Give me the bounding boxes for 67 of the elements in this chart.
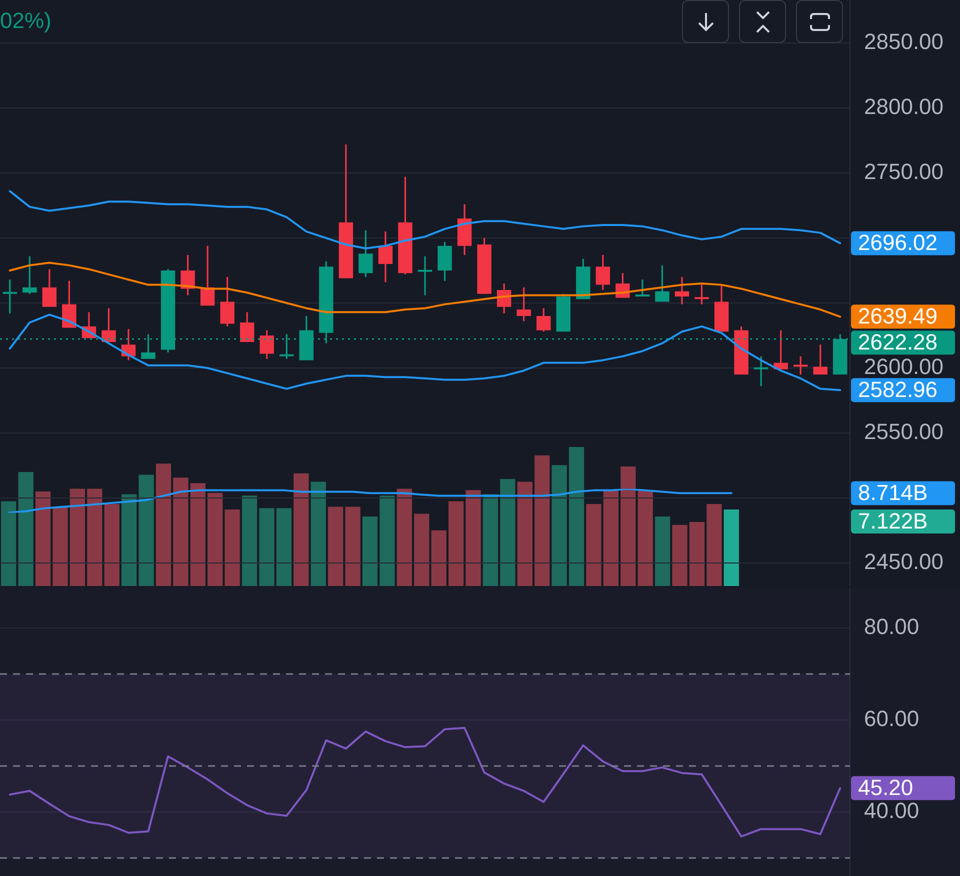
bar xyxy=(466,490,481,586)
bar xyxy=(104,504,120,586)
candlestick xyxy=(358,229,373,278)
bar xyxy=(52,506,68,586)
bar xyxy=(552,465,567,586)
bar xyxy=(654,516,670,586)
y-tick-label: 2850.00 xyxy=(864,29,944,54)
bar xyxy=(1,501,16,586)
bar xyxy=(448,501,464,586)
y-tick-label: 60.00 xyxy=(864,706,920,732)
bar xyxy=(396,488,412,586)
bar xyxy=(586,504,602,586)
y-tick-label: 2550.00 xyxy=(864,419,944,444)
bar xyxy=(534,455,550,586)
bar xyxy=(638,490,653,586)
y-tick-label: 2750.00 xyxy=(864,159,944,184)
y-tick-label: 2600.00 xyxy=(864,354,944,380)
bar xyxy=(380,496,395,586)
candlestick xyxy=(477,237,492,295)
candlestick xyxy=(438,241,452,282)
bar xyxy=(328,506,344,586)
bar xyxy=(672,524,688,586)
candlestick xyxy=(220,276,234,328)
bar xyxy=(173,478,188,586)
bar xyxy=(35,491,51,586)
bar xyxy=(156,464,172,586)
bar xyxy=(294,473,309,586)
bar xyxy=(122,494,137,586)
bar xyxy=(500,478,516,586)
bar xyxy=(689,522,705,586)
candlestick xyxy=(516,286,531,322)
candlestick xyxy=(694,284,709,306)
bar xyxy=(482,494,498,586)
data-label: 45.20 xyxy=(858,775,914,800)
bar xyxy=(224,510,240,586)
y-tick-label: 80.00 xyxy=(864,614,920,640)
bar xyxy=(345,506,360,586)
bar xyxy=(517,482,532,586)
data-label: 2696.02 xyxy=(858,230,938,256)
bar xyxy=(362,516,378,586)
bar xyxy=(259,508,274,586)
bar xyxy=(138,474,154,586)
bar xyxy=(87,488,102,586)
bar xyxy=(620,466,636,586)
candlestick xyxy=(813,344,828,376)
y-tick-label: 2450.00 xyxy=(864,549,944,574)
data-label: 2639.49 xyxy=(858,304,938,329)
bar xyxy=(724,510,739,586)
bar xyxy=(568,447,584,586)
text: 8.714B xyxy=(858,480,928,505)
bar xyxy=(603,490,619,586)
ref-line-label: 2622.28 xyxy=(858,330,938,355)
y-tick-label: 40.00 xyxy=(864,798,920,824)
bar xyxy=(18,472,34,586)
bar xyxy=(190,483,206,586)
bar xyxy=(310,482,326,586)
annotation: 02%) xyxy=(0,8,52,34)
bar xyxy=(208,492,223,586)
bar xyxy=(276,508,292,586)
bar xyxy=(414,514,430,586)
bar xyxy=(70,488,86,586)
data-label: 2582.96 xyxy=(858,377,938,402)
text: 7.122B xyxy=(858,508,928,534)
y-tick-label: 2800.00 xyxy=(864,94,944,120)
bar xyxy=(431,530,446,586)
bar xyxy=(242,496,258,586)
bar xyxy=(706,504,722,586)
